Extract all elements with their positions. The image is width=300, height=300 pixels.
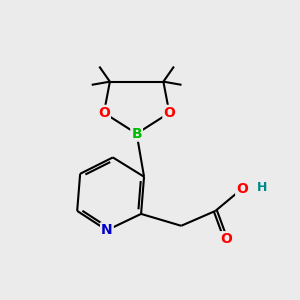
Text: B: B: [131, 127, 142, 141]
Text: H: H: [257, 181, 267, 194]
Text: N: N: [101, 223, 113, 237]
Text: O: O: [164, 106, 175, 120]
Text: O: O: [236, 182, 248, 196]
Text: O: O: [98, 106, 110, 120]
Text: O: O: [220, 232, 232, 246]
